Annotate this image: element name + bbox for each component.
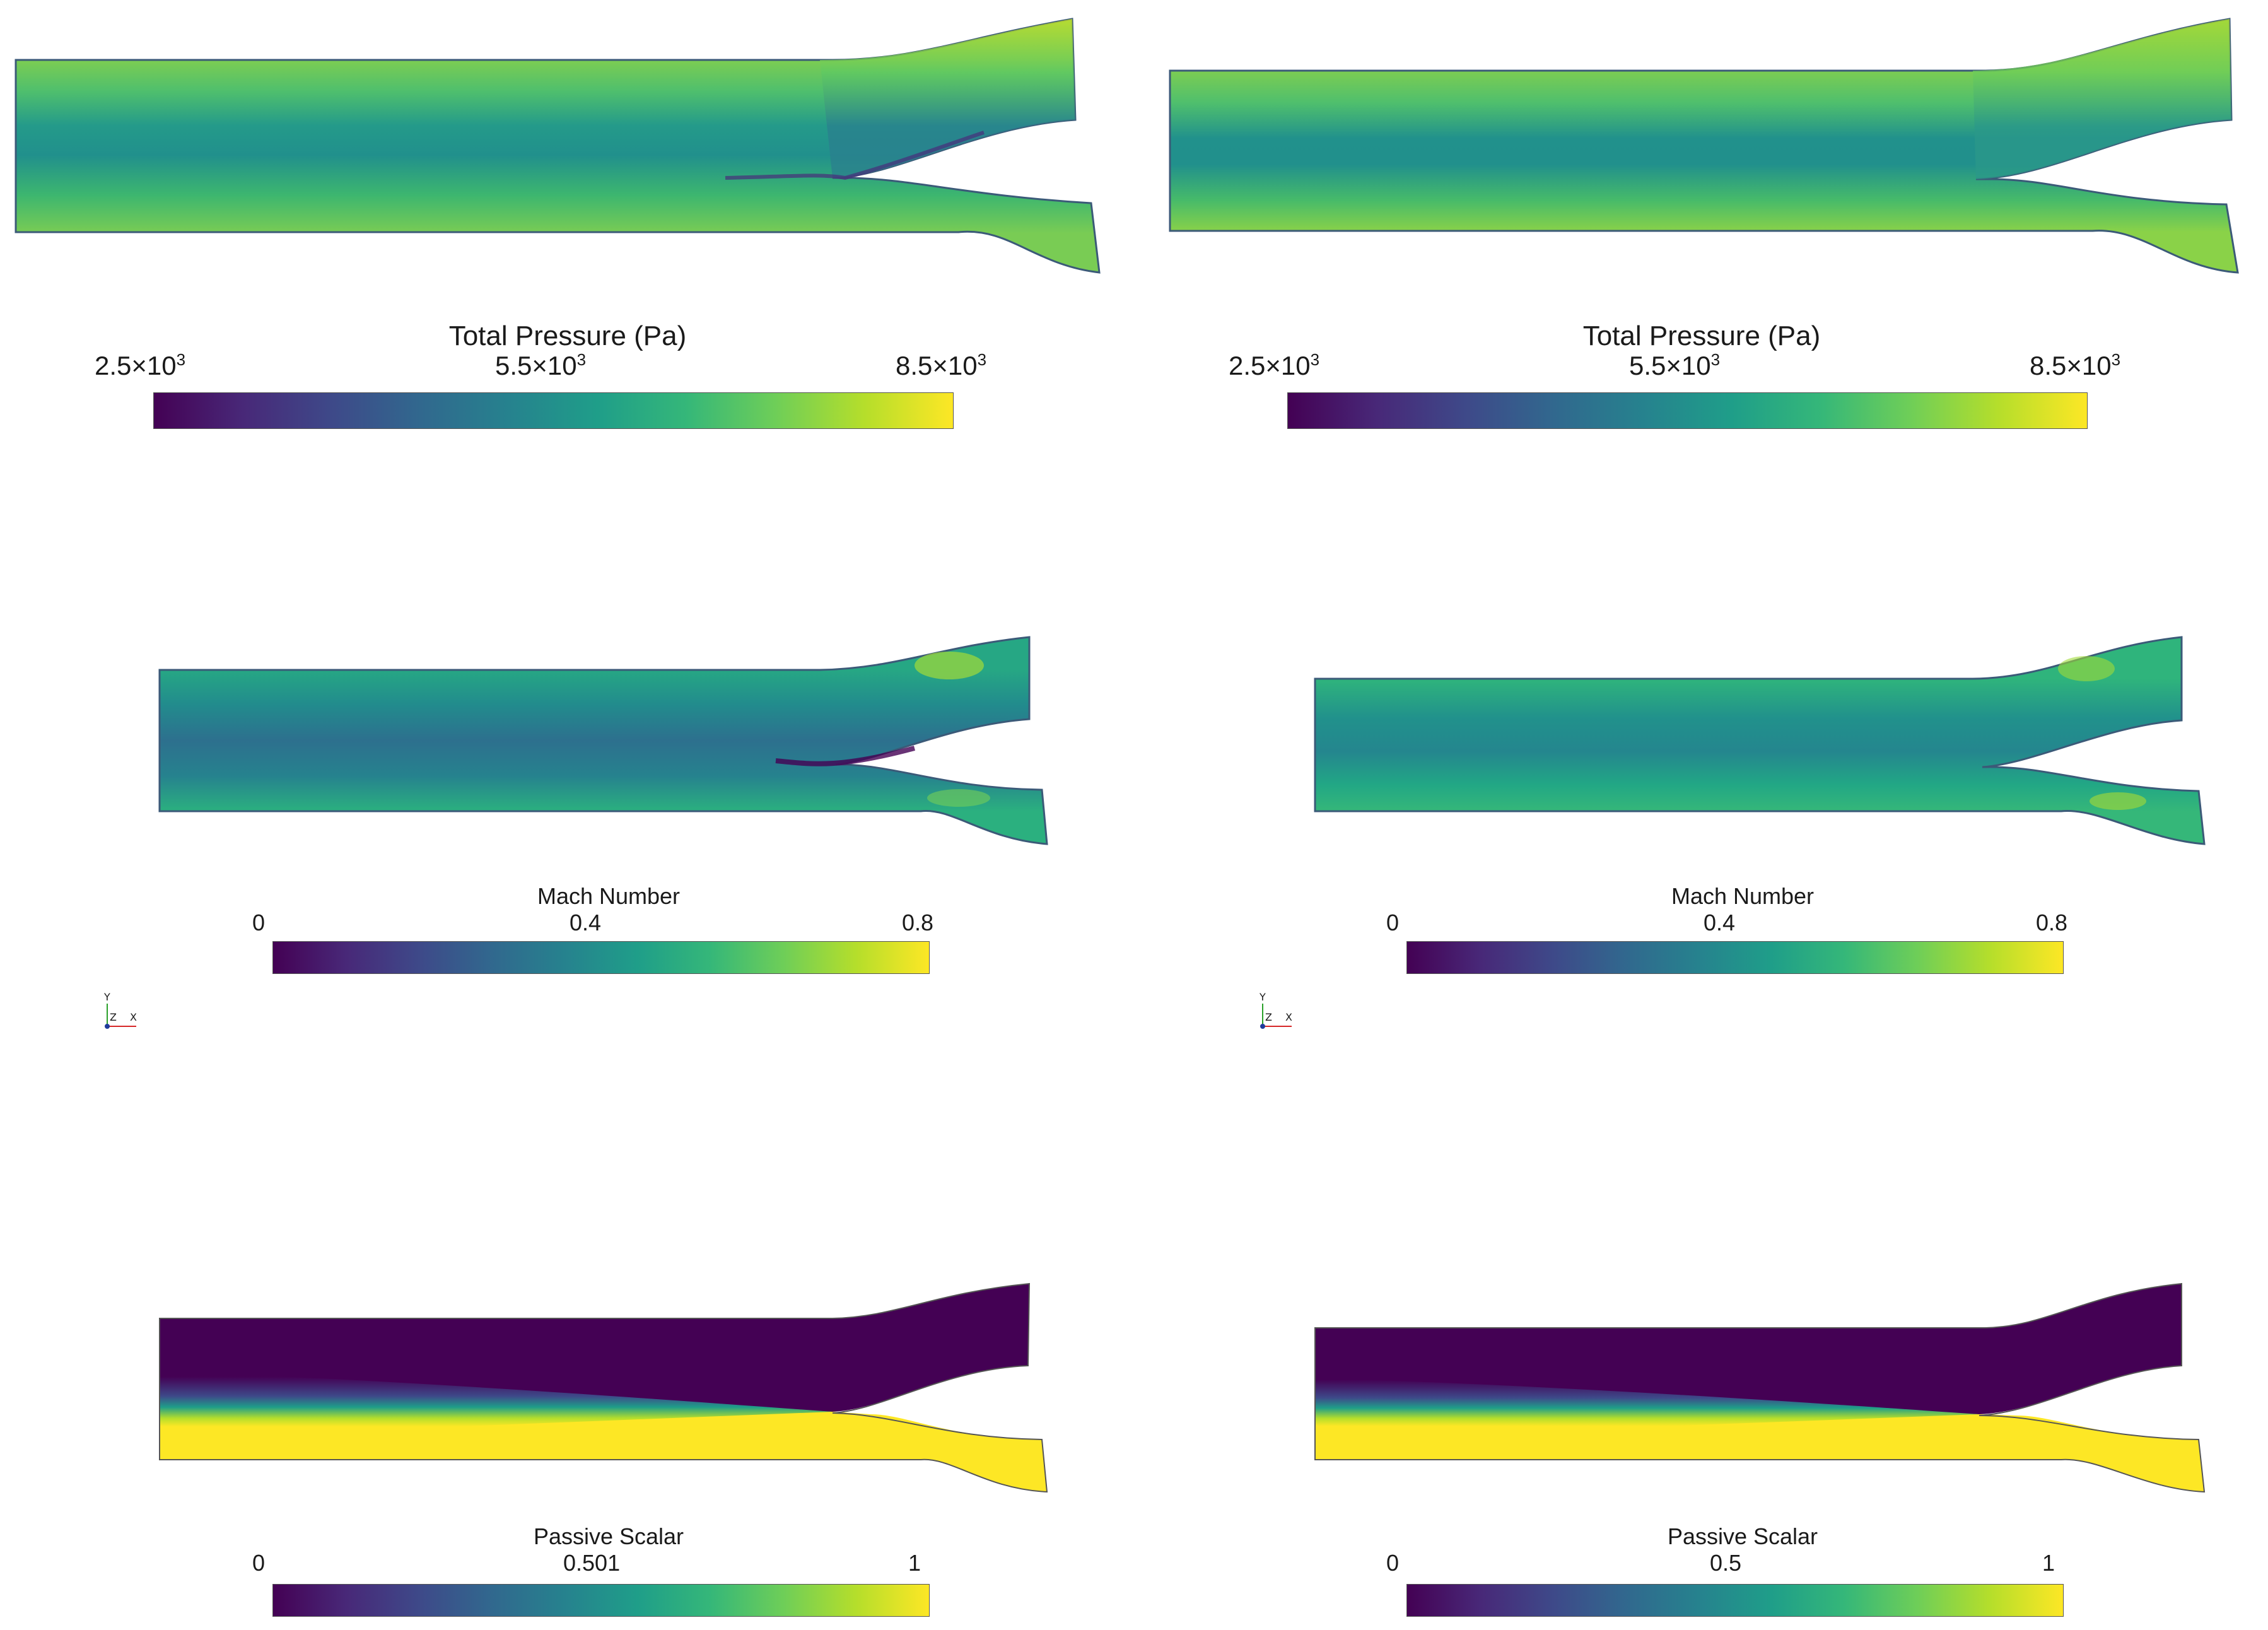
colorbar-title: Total Pressure (Pa): [1582, 320, 1821, 351]
total-pressure-left-contour: [15, 18, 1101, 274]
colorbar-tick-min: 2.5×103: [95, 350, 186, 380]
colorbar-tick-max: 8.5×103: [896, 350, 987, 380]
wake-streak: [725, 131, 985, 180]
total-pressure-left-colorbar: Total Pressure (Pa) 2.5×103 5.5×103 8.5×…: [95, 315, 1041, 442]
passive-scalar-left-contour: [159, 1282, 1048, 1493]
colorbar-gradient: [153, 392, 954, 429]
colorbar-gradient: [1406, 1584, 2064, 1617]
axes-triad: Y Z X: [100, 991, 150, 1038]
colorbar-tick-min: 0: [252, 1550, 266, 1576]
colorbar-tick-max: 1: [908, 1550, 921, 1576]
colorbar-title: Passive Scalar: [533, 1523, 684, 1549]
total-pressure-right-colorbar: Total Pressure (Pa) 2.5×103 5.5×103 8.5×…: [1229, 315, 2175, 442]
mach-right-colorbar: Mach Number 0 0.4 0.8: [1380, 883, 2105, 978]
colorbar-tick-max: 0.8: [902, 910, 934, 935]
colorbar-tick-min: 0: [1386, 1550, 1400, 1576]
colorbar-tick-max: 8.5×103: [2030, 350, 2121, 380]
passive-scalar-left-panel: Passive Scalar 0 0.501 1: [0, 1268, 1134, 1630]
colorbar-tick-mid: 0.5: [1710, 1550, 1742, 1576]
colorbar-tick-mid: 5.5×103: [495, 350, 587, 380]
total-pressure-right-panel: Total Pressure (Pa) 2.5×103 5.5×103 8.5×…: [1134, 0, 2268, 454]
colorbar-gradient: [272, 1584, 930, 1617]
passive-scalar-right-contour: [1314, 1282, 2206, 1493]
passive-scalar-left-colorbar: Passive Scalar 0 0.501 1: [246, 1523, 971, 1624]
colorbar-tick-mid: 5.5×103: [1629, 350, 1721, 380]
colorbar-title: Mach Number: [537, 883, 681, 909]
colorbar-tick-mid: 0.4: [570, 910, 602, 935]
colorbar-title: Mach Number: [1671, 883, 1815, 909]
passive-scalar-right-panel: Passive Scalar 0 0.5 1: [1134, 1268, 2268, 1630]
colorbar-tick-max: 1: [2042, 1550, 2055, 1576]
colorbar-tick-min: 2.5×103: [1229, 350, 1320, 380]
colorbar-gradient: [272, 941, 930, 974]
axes-triad: Y Z X: [1255, 991, 1306, 1038]
mach-left-panel: Mach Number 0 0.4 0.8 Y Z X: [0, 618, 1134, 1060]
mach-left-colorbar: Mach Number 0 0.4 0.8: [246, 883, 971, 978]
colorbar-gradient: [1406, 941, 2064, 974]
passive-scalar-right-colorbar: Passive Scalar 0 0.5 1: [1380, 1523, 2105, 1624]
colorbar-tick-max: 0.8: [2036, 910, 2068, 935]
colorbar-title: Passive Scalar: [1667, 1523, 1818, 1549]
upper-branch-highlight: [820, 19, 1075, 178]
mach-right-contour: [1314, 636, 2206, 845]
colorbar-gradient: [1287, 392, 2088, 429]
colorbar-tick-min: 0: [252, 910, 266, 935]
colorbar-title: Total Pressure (Pa): [448, 320, 687, 351]
colorbar-tick-min: 0: [1386, 910, 1400, 935]
colorbar-tick-mid: 0.501: [563, 1550, 621, 1576]
total-pressure-left-panel: Total Pressure (Pa) 2.5×103 5.5×103 8.5×…: [0, 0, 1134, 454]
total-pressure-right-contour: [1169, 18, 2239, 274]
mach-left-contour: [158, 636, 1048, 845]
colorbar-tick-mid: 0.4: [1704, 910, 1736, 935]
mach-right-panel: Mach Number 0 0.4 0.8 Y Z X: [1134, 618, 2268, 1060]
